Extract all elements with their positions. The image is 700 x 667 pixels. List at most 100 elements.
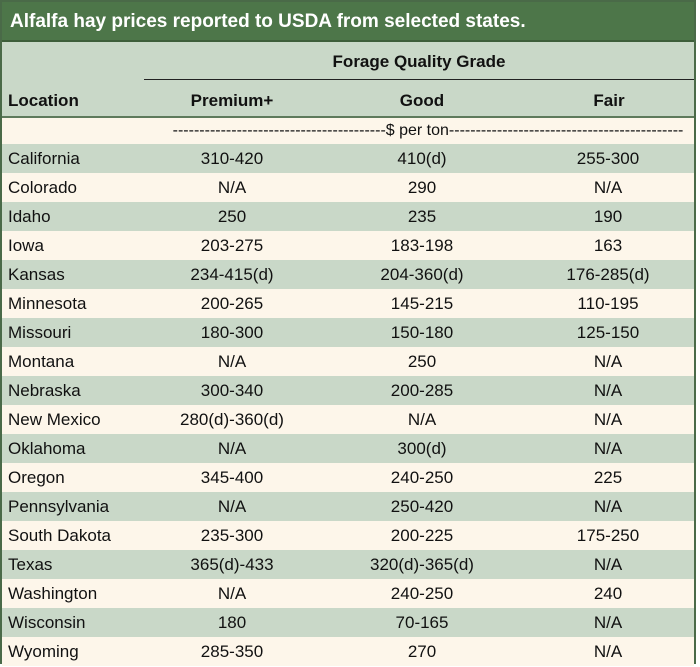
good-cell: 290 <box>407 178 437 197</box>
fair-cell: N/A <box>593 352 623 371</box>
table-row: South Dakota 235-300 200-225 175-250 <box>2 521 694 550</box>
fair-cell: 176-285(d) <box>566 265 650 284</box>
premium-cell: 285-350 <box>200 642 264 661</box>
fair-cell: N/A <box>593 642 623 661</box>
premium-cell: 345-400 <box>200 468 264 487</box>
location-cell: South Dakota <box>8 526 112 545</box>
location-cell: Missouri <box>8 323 72 342</box>
good-column-header: Good <box>399 91 445 110</box>
premium-cell: N/A <box>217 584 247 603</box>
location-cell: Wisconsin <box>8 613 86 632</box>
fair-cell: 163 <box>593 236 623 255</box>
good-cell: 250 <box>407 352 437 371</box>
location-cell: Idaho <box>8 207 51 226</box>
forage-quality-grade-header: Forage Quality Grade <box>144 42 694 80</box>
good-cell: 320(d)-365(d) <box>370 555 474 574</box>
premium-cell: N/A <box>217 352 247 371</box>
location-cell: Washington <box>8 584 98 603</box>
unit-label: ----------------------------------------… <box>172 122 684 139</box>
premium-cell: 180-300 <box>200 323 264 342</box>
fair-cell: N/A <box>593 613 623 632</box>
fair-cell: 175-250 <box>576 526 640 545</box>
fair-cell: 110-195 <box>577 294 639 313</box>
location-cell: Wyoming <box>8 642 79 661</box>
table-header: Forage Quality Grade Location Premium+ G… <box>2 42 694 118</box>
fair-cell: N/A <box>593 381 623 400</box>
premium-cell: 250 <box>217 207 247 226</box>
fair-cell: 255-300 <box>576 149 640 168</box>
location-cell: Colorado <box>8 178 77 197</box>
table-body: California 310-420 410(d) 255-300 Colorado N/… <box>2 144 694 666</box>
premium-cell: 235-300 <box>200 526 264 545</box>
good-cell: 145-215 <box>390 294 454 313</box>
location-cell: California <box>8 149 80 168</box>
fair-column-header: Fair <box>593 91 625 110</box>
table-row: Nebraska 300-340 200-285 N/A <box>2 376 694 405</box>
fair-cell: N/A <box>593 410 623 429</box>
good-cell: 270 <box>407 642 437 661</box>
good-cell: 204-360(d) <box>380 265 464 284</box>
good-cell: 235 <box>407 207 437 226</box>
table-row: Oregon 345-400 240-250 225 <box>2 463 694 492</box>
table-row: Iowa 203-275 183-198 163 <box>2 231 694 260</box>
good-cell: 183-198 <box>390 236 454 255</box>
table-row: Oklahoma N/A 300(d) N/A <box>2 434 694 463</box>
good-cell: 410(d) <box>397 149 447 168</box>
location-column-header: Location <box>8 91 79 110</box>
table-row: Colorado N/A 290 N/A <box>2 173 694 202</box>
good-cell: N/A <box>407 410 437 429</box>
location-cell: Kansas <box>8 265 65 284</box>
premium-cell: 200-265 <box>200 294 264 313</box>
fair-cell: N/A <box>593 555 623 574</box>
fair-cell: 190 <box>593 207 623 226</box>
table-title: Alfalfa hay prices reported to USDA from… <box>2 2 694 42</box>
good-cell: 240-250 <box>390 584 454 603</box>
location-cell: Nebraska <box>8 381 81 400</box>
table-row: New Mexico 280(d)-360(d) N/A N/A <box>2 405 694 434</box>
fair-cell: 225 <box>593 468 623 487</box>
location-cell: Oregon <box>8 468 65 487</box>
location-cell: Pennsylvania <box>8 497 110 516</box>
good-cell: 300(d) <box>397 439 447 458</box>
premium-cell: 300-340 <box>200 381 264 400</box>
premium-column-header: Premium+ <box>190 91 274 110</box>
location-cell: Iowa <box>8 236 44 255</box>
good-cell: 150-180 <box>390 323 454 342</box>
fair-cell: 125-150 <box>576 323 640 342</box>
premium-cell: 180 <box>217 613 247 632</box>
table-row: Idaho 250 235 190 <box>2 202 694 231</box>
unit-row: ----------------------------------------… <box>2 118 694 144</box>
fair-cell: N/A <box>593 178 623 197</box>
location-cell: Texas <box>8 555 53 574</box>
table-row: Washington N/A 240-250 240 <box>2 579 694 608</box>
table-row: Kansas 234-415(d) 204-360(d) 176-285(d) <box>2 260 694 289</box>
table-row: Texas 365(d)-433 320(d)-365(d) N/A <box>2 550 694 579</box>
fair-cell: N/A <box>593 439 623 458</box>
location-cell: Oklahoma <box>8 439 86 458</box>
good-cell: 70-165 <box>395 613 449 632</box>
table-row: California 310-420 410(d) 255-300 <box>2 144 694 173</box>
fair-cell: 240 <box>593 584 623 603</box>
premium-cell: N/A <box>217 178 247 197</box>
table-row: Pennsylvania N/A 250-420 N/A <box>2 492 694 521</box>
location-cell: Minnesota <box>8 294 87 313</box>
table-row: Minnesota 200-265 145-215 110-195 <box>2 289 694 318</box>
premium-cell: N/A <box>217 439 247 458</box>
location-cell: Montana <box>8 352 75 371</box>
table-row: Wisconsin 180 70-165 N/A <box>2 608 694 637</box>
good-cell: 200-285 <box>390 381 454 400</box>
premium-cell: 310-420 <box>200 149 264 168</box>
good-cell: 200-225 <box>390 526 454 545</box>
table-row: Missouri 180-300 150-180 125-150 <box>2 318 694 347</box>
table-row: Wyoming 285-350 270 N/A <box>2 637 694 666</box>
table-row: Montana N/A 250 N/A <box>2 347 694 376</box>
premium-cell: N/A <box>217 497 247 516</box>
premium-cell: 280(d)-360(d) <box>180 410 284 429</box>
fair-cell: N/A <box>593 497 623 516</box>
premium-cell: 234-415(d) <box>190 265 274 284</box>
good-cell: 240-250 <box>390 468 454 487</box>
premium-cell: 203-275 <box>200 236 264 255</box>
premium-cell: 365(d)-433 <box>190 555 274 574</box>
location-cell: New Mexico <box>8 410 101 429</box>
